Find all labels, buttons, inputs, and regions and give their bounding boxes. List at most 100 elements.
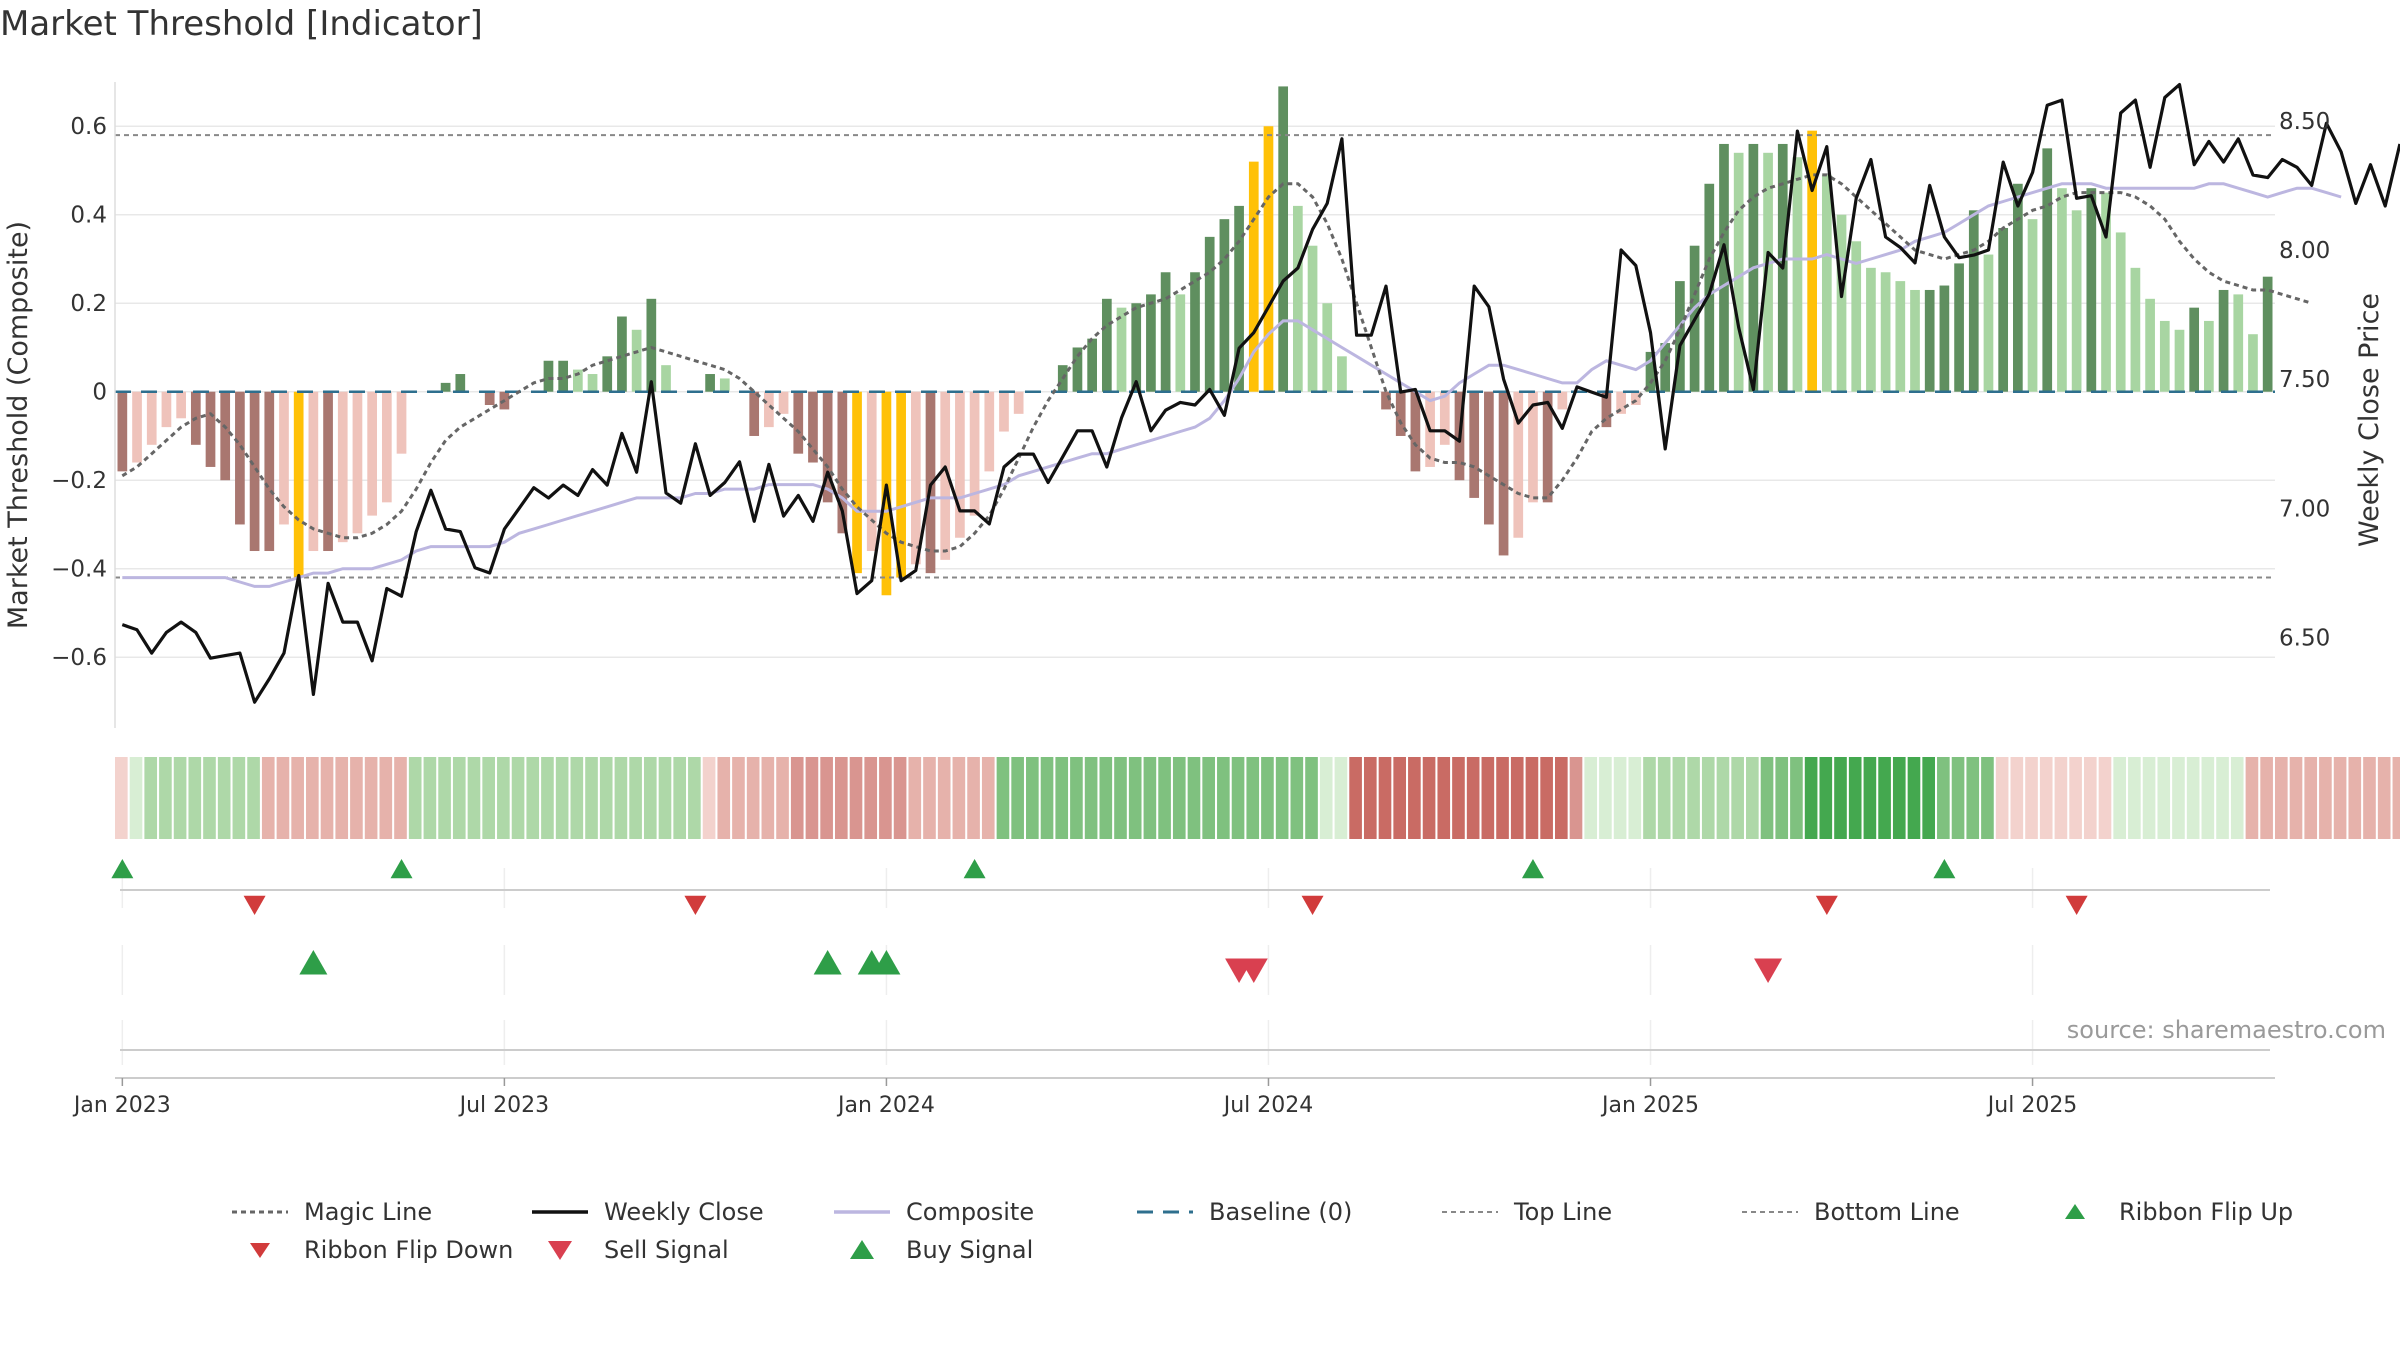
composite-bar [1469, 391, 1480, 498]
composite-bar [235, 391, 245, 525]
ribbon-segment [1922, 757, 1935, 839]
y-left-tick-label: −0.4 [51, 557, 107, 583]
ribbon-segment [1701, 757, 1715, 839]
composite-bar [2218, 289, 2229, 392]
ribbon-segment [585, 757, 598, 839]
ribbon-segment [115, 757, 128, 839]
legend-label-flipup: Ribbon Flip Up [2119, 1198, 2294, 1226]
composite-bar [1204, 236, 1215, 392]
ribbon-segment [1599, 757, 1612, 839]
ribbon-flip-up-marker [390, 859, 413, 879]
ribbon-segment [1290, 757, 1304, 839]
ribbon-segment [144, 757, 158, 839]
ribbon-segment [1643, 757, 1656, 839]
ribbon-segment [2142, 757, 2156, 839]
ribbon-segment [629, 757, 642, 839]
ribbon-segment [2157, 757, 2171, 839]
legend-label-bottom: Bottom Line [1814, 1198, 1960, 1226]
composite-bar [2145, 298, 2155, 392]
ribbon-segment [1937, 757, 1950, 839]
legend-glyph-baseline [1137, 1210, 1193, 1214]
legend-label-baseline: Baseline (0) [1209, 1198, 1353, 1226]
legend-item-magic: Magic Line [230, 1198, 432, 1226]
composite-bar [352, 391, 363, 534]
ribbon-segment [2363, 757, 2376, 839]
composite-bar [2101, 192, 2111, 392]
composite-bar [1307, 245, 1318, 392]
ribbon-segment [1378, 757, 1392, 839]
ribbon-segment [614, 757, 628, 839]
ribbon-segment [2039, 757, 2053, 839]
ribbon-segment [1746, 757, 1759, 839]
sell-signal-marker [1239, 958, 1268, 983]
composite-bar [955, 391, 965, 538]
composite-bar [1087, 338, 1097, 392]
ribbon-segment [1143, 757, 1157, 839]
composite-bar [1851, 241, 1862, 392]
composite-bar [381, 391, 392, 503]
ribbon-segment [2260, 757, 2273, 839]
ribbon-segment [1790, 757, 1803, 839]
legend-label-composite: Composite [906, 1198, 1035, 1226]
ribbon-segment [2304, 757, 2318, 839]
y-left-tick-label: 0 [92, 380, 107, 406]
composite-bar [337, 391, 348, 543]
composite-line [122, 182, 2342, 588]
ribbon-segment [497, 757, 510, 839]
composite-bar [1660, 343, 1671, 392]
ribbon-segment [1231, 757, 1245, 839]
ribbon-segment [1393, 757, 1407, 839]
composite-bar [1234, 205, 1244, 392]
legend-item-buy: Buy Signal [832, 1236, 1033, 1264]
composite-bar [1983, 254, 1994, 392]
legend-glyph-bottom [1742, 1211, 1798, 1213]
ribbon-segment [247, 757, 260, 839]
composite-bar [1072, 347, 1083, 392]
composite-bar [1807, 130, 1817, 392]
composite-bar [2189, 307, 2200, 392]
ribbon-segment [1525, 757, 1539, 839]
ribbon-segment [1540, 757, 1553, 839]
ribbon-segment [438, 757, 451, 839]
ribbon-segment [1011, 757, 1024, 839]
composite-bar [1293, 205, 1303, 392]
ribbon-segment [232, 757, 246, 839]
source-note: source: sharemaestro.com [2066, 1016, 2386, 1044]
composite-bar [646, 298, 657, 392]
composite-bar [1954, 263, 1964, 392]
ribbon-segment [1995, 757, 2009, 839]
ribbon-segment [1158, 757, 1171, 839]
composite-bar [161, 391, 172, 428]
legend-label-flipdown: Ribbon Flip Down [304, 1236, 514, 1264]
composite-bar [1160, 272, 1171, 392]
composite-bar [1704, 183, 1715, 392]
legend-glyph-sell [548, 1241, 572, 1260]
x-tick-label: Jan 2024 [836, 1093, 935, 1118]
ribbon-segment [379, 757, 393, 839]
ribbon-segment [1202, 757, 1215, 839]
composite-bar [455, 374, 466, 392]
ribbon-segment [1496, 757, 1509, 839]
composite-bar [617, 316, 627, 392]
x-tick-label: Jul 2024 [1222, 1093, 1314, 1118]
composite-bar [1146, 294, 1156, 392]
ribbon-segment [306, 757, 319, 839]
ribbon-segment [276, 757, 290, 839]
ribbon-segment [173, 757, 187, 839]
ribbon-segment [790, 757, 804, 839]
composite-bar [1968, 210, 1979, 392]
ribbon-segment [761, 757, 775, 839]
composite-bar [146, 391, 157, 445]
composite-bar [440, 382, 451, 392]
ribbon-segment [511, 757, 525, 839]
composite-bar [749, 391, 760, 436]
composite-bar [264, 391, 275, 552]
ribbon-segment [923, 757, 936, 839]
composite-bar [2071, 210, 2082, 392]
ribbon-segment [2333, 757, 2347, 839]
ribbon-segment [1172, 757, 1186, 839]
composite-bar [808, 391, 818, 463]
composite-bar [2130, 267, 2141, 392]
composite-bar [1645, 351, 1656, 392]
ribbon-segment [1452, 757, 1465, 839]
